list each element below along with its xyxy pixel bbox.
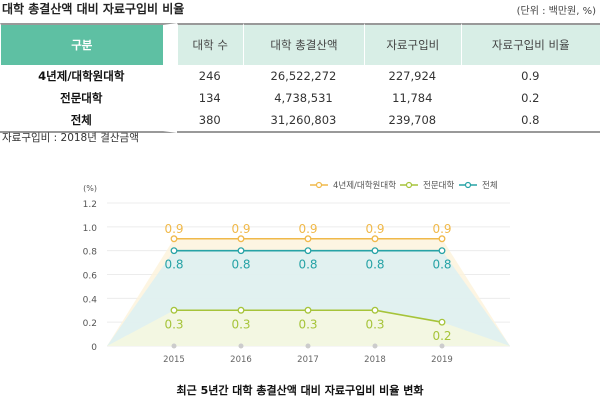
data-point	[170, 235, 178, 243]
data-label: 0.8	[164, 258, 183, 272]
data-point	[304, 306, 312, 314]
data-label: 0.8	[432, 258, 451, 272]
legend-marker	[405, 181, 413, 189]
legend-label: 4년제/대학원대학	[333, 180, 396, 191]
y-tick-label: 0.4	[83, 295, 98, 305]
cell: 227,924	[388, 69, 437, 83]
page-title: 대학 총결산액 대비 자료구입비 비율	[2, 2, 185, 16]
x-tick-dot	[305, 343, 311, 349]
x-tick-label: 2019	[431, 355, 453, 365]
legend-marker	[464, 181, 472, 189]
cell: 380	[176, 109, 243, 133]
x-tick-dot	[372, 343, 378, 349]
series-area	[107, 310, 510, 346]
data-point	[170, 306, 178, 314]
chart-title: 최근 5년간 대학 총결산액 대비 자료구입비 비율 변화	[176, 384, 424, 397]
data-label: 0.9	[231, 222, 250, 236]
data-point	[237, 235, 245, 243]
data-point	[371, 306, 379, 314]
data-point	[371, 235, 379, 243]
data-point	[438, 318, 446, 326]
data-point	[304, 247, 312, 255]
x-tick-dot	[238, 343, 244, 349]
data-table: 구분 대학 수 대학 총결산액 자료구입비 자료구입비 비율 4년제/대학원대학…	[0, 23, 600, 133]
y-tick-label: 0.6	[83, 272, 98, 282]
cell: 134	[198, 91, 221, 105]
data-label: 0.3	[164, 317, 183, 331]
table-row: 전체 380 31,260,803 239,708 0.8	[0, 109, 600, 133]
data-label: 0.9	[365, 222, 384, 236]
data-label: 0.3	[298, 317, 317, 331]
y-tick-label: 1.0	[83, 224, 98, 234]
footnote: 자료구입비 : 2018년 결산금액	[2, 132, 139, 144]
data-point	[170, 247, 178, 255]
cell: 0.8	[460, 109, 600, 133]
data-label: 0.8	[365, 258, 384, 272]
y-tick-label: 0.8	[83, 248, 98, 258]
cell: 4년제/대학원대학	[0, 65, 177, 87]
header-total: 대학 총결산액	[242, 23, 365, 65]
data-label: 0.3	[231, 317, 250, 331]
x-tick-label: 2017	[297, 355, 319, 365]
data-label: 0.8	[231, 258, 250, 272]
cell: 4,738,531	[274, 91, 333, 105]
data-label: 0.9	[298, 222, 317, 236]
cell: 전체	[0, 109, 177, 133]
legend-label: 전문대학	[423, 180, 454, 191]
cell: 전문대학	[0, 87, 177, 109]
x-tick-dot	[439, 343, 445, 349]
header-category: 구분	[0, 23, 177, 65]
table-row: 전문대학 134 4,738,531 11,784 0.2	[0, 87, 600, 109]
cell: 11,784	[392, 91, 433, 105]
x-tick-label: 2016	[230, 355, 252, 365]
legend-marker	[315, 181, 323, 189]
table-row: 4년제/대학원대학 246 26,522,272 227,924 0.9	[0, 65, 600, 87]
y-tick-label: 0.2	[83, 319, 97, 329]
data-label: 0.9	[164, 222, 183, 236]
x-tick-label: 2018	[364, 355, 386, 365]
data-point	[371, 247, 379, 255]
x-tick-dot	[171, 343, 177, 349]
data-label: 0.8	[298, 258, 317, 272]
header-count: 대학 수	[176, 23, 243, 65]
data-point	[438, 247, 446, 255]
header-ratio: 자료구입비 비율	[460, 23, 600, 65]
data-label: 0.3	[365, 317, 384, 331]
legend-label: 전체	[482, 180, 498, 191]
cell: 26,522,272	[270, 69, 337, 83]
data-label: 0.9	[432, 222, 451, 236]
cell: 31,260,803	[242, 109, 365, 133]
data-point	[237, 247, 245, 255]
data-point	[438, 235, 446, 243]
y-tick-label: 0	[91, 343, 97, 353]
header-purchase: 자료구입비	[364, 23, 461, 65]
x-tick-label: 2015	[163, 355, 185, 365]
unit-label: (단위 : 백만원, %)	[516, 6, 596, 17]
data-label: 0.2	[432, 329, 451, 343]
y-tick-label: 1.2	[83, 200, 97, 210]
cell: 0.9	[521, 69, 540, 83]
data-point	[304, 235, 312, 243]
cell: 246	[198, 69, 221, 83]
cell: 0.2	[521, 91, 540, 105]
data-point	[237, 306, 245, 314]
cell: 239,708	[364, 109, 461, 133]
y-axis-label: (%)	[83, 184, 97, 193]
